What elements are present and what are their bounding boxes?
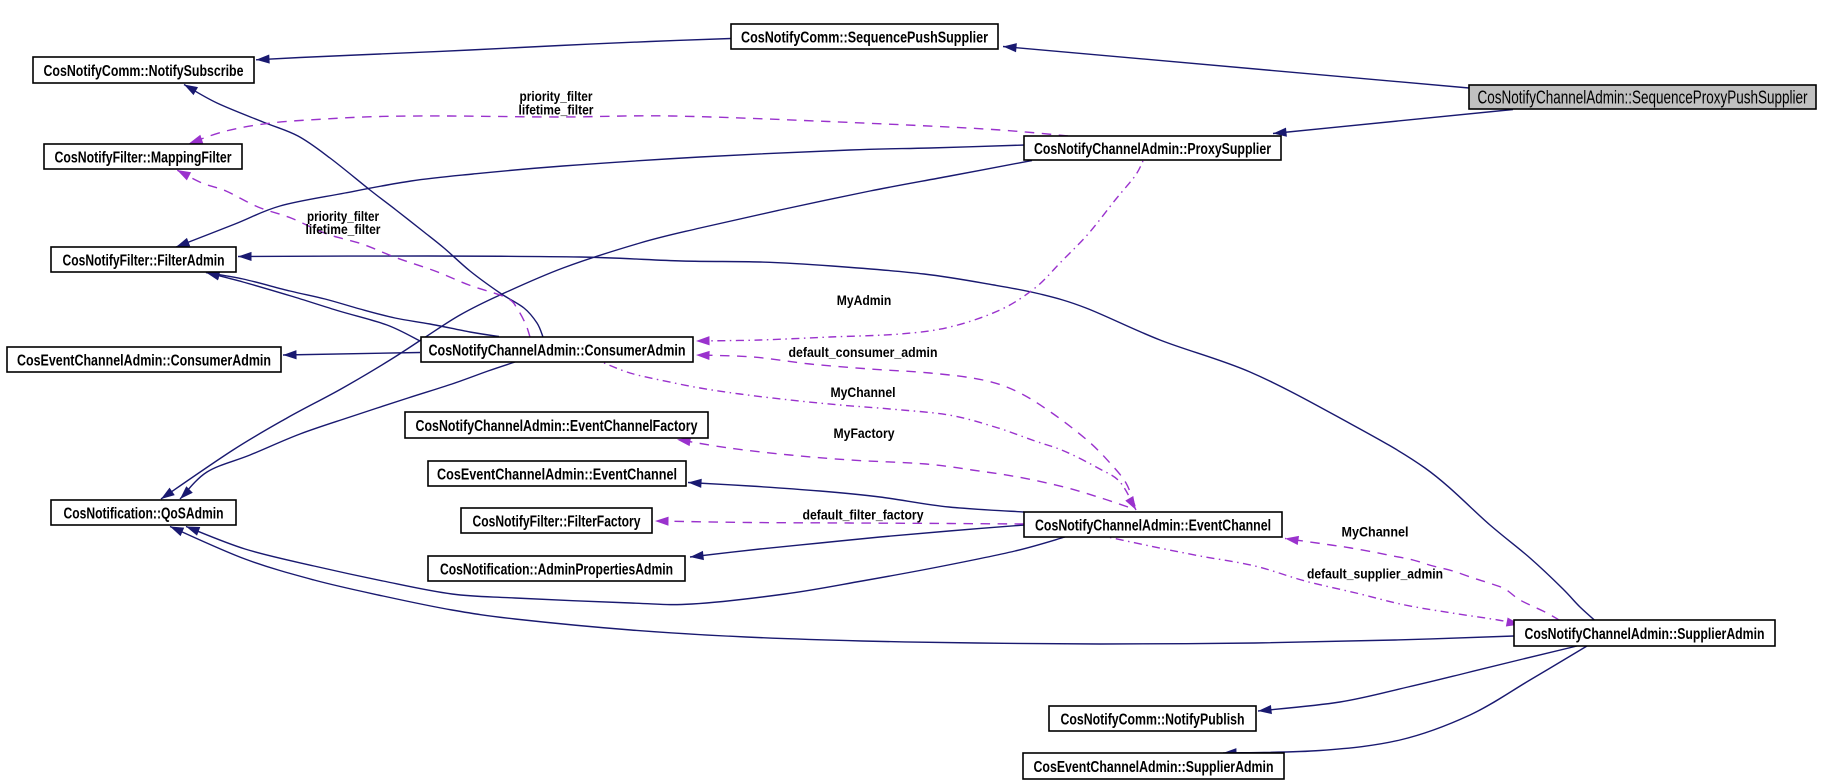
svg-text:CosNotifyComm::NotifyPublish: CosNotifyComm::NotifyPublish bbox=[1061, 712, 1245, 729]
svg-text:MyFactory: MyFactory bbox=[834, 425, 895, 441]
svg-text:CosEventChannelAdmin::Supplier: CosEventChannelAdmin::SupplierAdmin bbox=[1034, 759, 1274, 776]
svg-text:MyChannel: MyChannel bbox=[1342, 524, 1409, 540]
svg-text:default_consumer_admin: default_consumer_admin bbox=[789, 344, 938, 360]
svg-text:CosNotifyChannelAdmin::Supplie: CosNotifyChannelAdmin::SupplierAdmin bbox=[1525, 626, 1765, 643]
svg-text:lifetime_filter: lifetime_filter bbox=[519, 102, 594, 118]
svg-text:CosNotification::AdminProperti: CosNotification::AdminPropertiesAdmin bbox=[440, 562, 673, 579]
svg-text:lifetime_filter: lifetime_filter bbox=[306, 221, 381, 237]
svg-text:CosEventChannelAdmin::EventCha: CosEventChannelAdmin::EventChannel bbox=[437, 467, 677, 484]
svg-text:CosNotifyChannelAdmin::ProxySu: CosNotifyChannelAdmin::ProxySupplier bbox=[1034, 141, 1271, 158]
svg-text:CosNotifyChannelAdmin::EventCh: CosNotifyChannelAdmin::EventChannel bbox=[1035, 518, 1271, 535]
svg-text:default_supplier_admin: default_supplier_admin bbox=[1307, 566, 1443, 582]
svg-text:CosNotifyFilter::MappingFilter: CosNotifyFilter::MappingFilter bbox=[55, 150, 232, 167]
svg-text:CosNotifyFilter::FilterFactory: CosNotifyFilter::FilterFactory bbox=[473, 514, 641, 531]
svg-text:CosNotifyChannelAdmin::Consume: CosNotifyChannelAdmin::ConsumerAdmin bbox=[429, 343, 686, 360]
svg-text:CosNotifyComm::NotifySubscribe: CosNotifyComm::NotifySubscribe bbox=[44, 63, 244, 80]
svg-text:CosNotifyComm::SequencePushSup: CosNotifyComm::SequencePushSupplier bbox=[741, 30, 988, 47]
svg-text:CosNotifyChannelAdmin::Sequenc: CosNotifyChannelAdmin::SequenceProxyPush… bbox=[1478, 87, 1808, 107]
svg-text:priority_filter: priority_filter bbox=[520, 88, 593, 104]
svg-text:CosNotifyFilter::FilterAdmin: CosNotifyFilter::FilterAdmin bbox=[63, 253, 225, 270]
svg-text:MyChannel: MyChannel bbox=[831, 384, 896, 400]
svg-text:CosNotification::QoSAdmin: CosNotification::QoSAdmin bbox=[64, 506, 224, 523]
svg-text:MyAdmin: MyAdmin bbox=[837, 292, 892, 308]
svg-text:CosEventChannelAdmin::Consumer: CosEventChannelAdmin::ConsumerAdmin bbox=[17, 353, 271, 370]
svg-text:CosNotifyChannelAdmin::EventCh: CosNotifyChannelAdmin::EventChannelFacto… bbox=[416, 418, 698, 435]
svg-text:default_filter_factory: default_filter_factory bbox=[803, 507, 924, 523]
svg-text:priority_filter: priority_filter bbox=[307, 208, 379, 224]
